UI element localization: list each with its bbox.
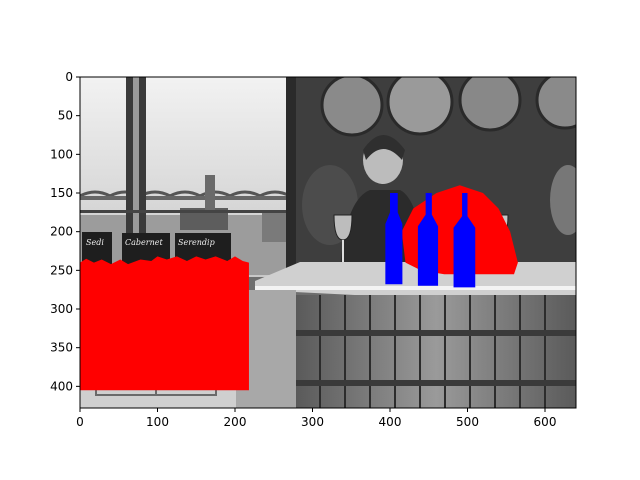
- x-tick-label: 100: [146, 415, 169, 429]
- y-tick-label: 200: [50, 225, 73, 239]
- x-tick-label: 600: [534, 415, 557, 429]
- svg-text:Cabernet: Cabernet: [125, 238, 163, 247]
- y-axis: 0 50 100 150 200 250 300 350 400: [50, 70, 80, 393]
- overlay-bottle-3: [453, 193, 476, 288]
- y-tick-label: 250: [50, 263, 73, 277]
- y-tick-label: 0: [65, 70, 73, 84]
- svg-text:Serendip: Serendip: [178, 238, 215, 247]
- x-axis: 0 100 200 300 400 500 600: [76, 408, 556, 429]
- overlay-bottle-2: [417, 193, 439, 286]
- svg-text:Sedi: Sedi: [86, 238, 104, 247]
- axes-frame: [79, 76, 577, 409]
- x-tick-label: 200: [224, 415, 247, 429]
- overlay-bottle-1: [385, 193, 403, 285]
- y-tick-label: 150: [50, 186, 73, 200]
- overlay-wine-boxes-left: [80, 256, 249, 391]
- y-tick-label: 300: [50, 302, 73, 316]
- y-tick-label: 350: [50, 341, 73, 355]
- x-tick-label: 400: [379, 415, 402, 429]
- x-tick-label: 0: [76, 415, 84, 429]
- y-tick-label: 50: [58, 109, 73, 123]
- x-tick-label: 300: [301, 415, 324, 429]
- x-tick-label: 500: [456, 415, 479, 429]
- y-tick-label: 100: [50, 147, 73, 161]
- y-tick-label: 400: [50, 379, 73, 393]
- segmentation-overlays: [80, 185, 518, 391]
